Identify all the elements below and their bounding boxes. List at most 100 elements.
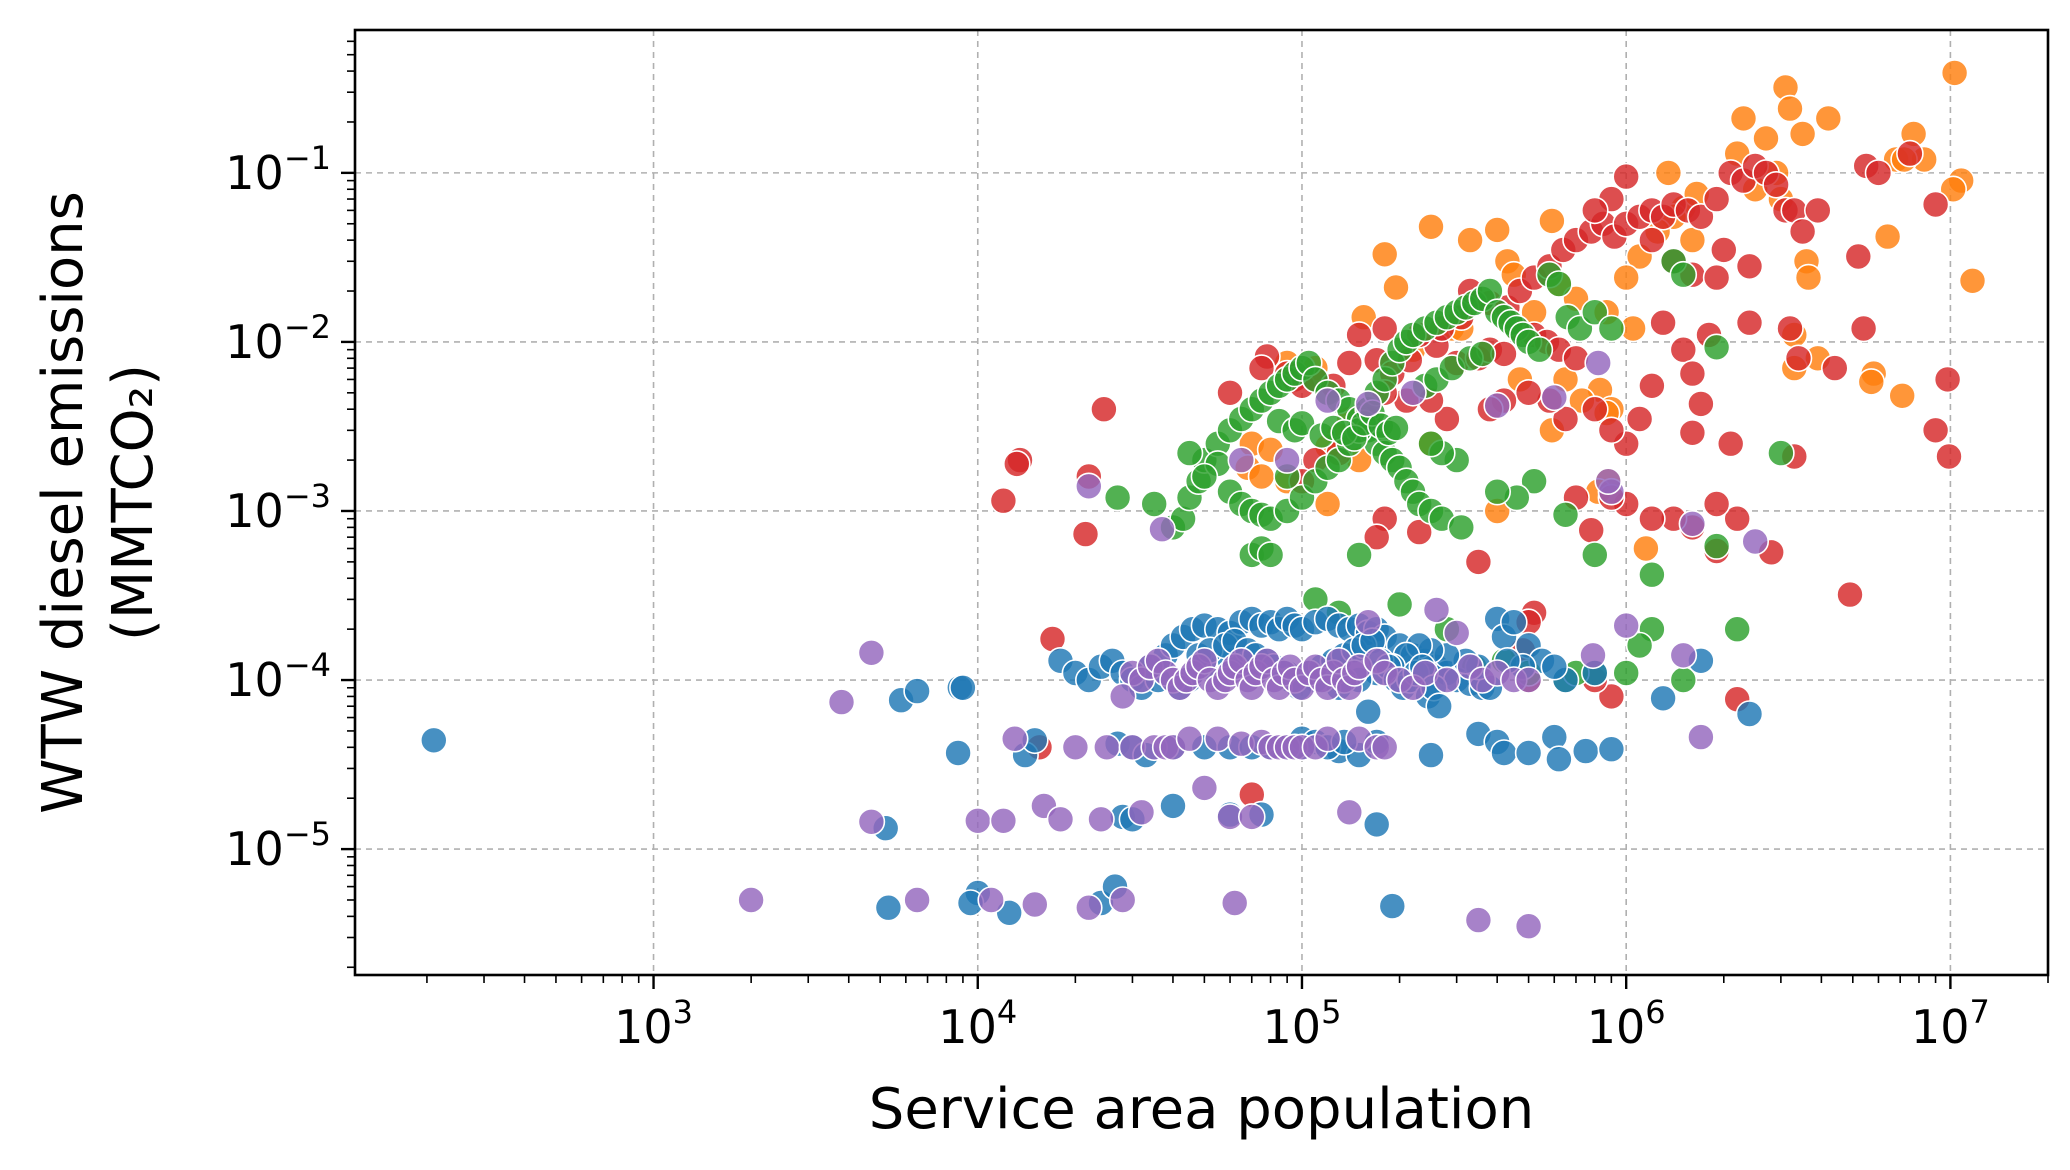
scatter-points (419, 59, 1987, 941)
data-point (1762, 171, 1790, 199)
data-point (1382, 273, 1410, 302)
data-point (1678, 359, 1707, 388)
data-point (1687, 203, 1715, 231)
data-point (1093, 733, 1121, 762)
data-point (1669, 641, 1698, 670)
data-point (903, 886, 931, 914)
data-point (1075, 472, 1103, 501)
x-tick-label: 105 (1263, 993, 1342, 1054)
data-point (1399, 378, 1427, 407)
data-point (1735, 308, 1764, 337)
data-point (1425, 692, 1453, 721)
x-axis-title: Service area population (869, 1077, 1534, 1142)
data-point (1821, 354, 1849, 382)
data-point (1238, 803, 1266, 831)
data-point (1729, 104, 1758, 133)
data-point (1939, 175, 1967, 204)
data-point (1571, 737, 1600, 765)
data-point (1625, 631, 1654, 660)
data-point (1405, 518, 1433, 546)
data-point (1562, 344, 1590, 373)
data-point (1354, 697, 1382, 726)
data-point (963, 806, 992, 835)
data-point (1804, 196, 1832, 225)
data-point (1216, 378, 1244, 407)
data-point (1175, 724, 1204, 753)
data-point (1678, 226, 1707, 254)
data-point (1577, 516, 1605, 545)
data-point (1175, 439, 1204, 467)
data-point (1345, 321, 1373, 349)
data-point (1597, 682, 1626, 711)
data-point (1127, 798, 1156, 827)
data-point (1075, 893, 1103, 922)
data-point (1464, 906, 1493, 934)
data-point (1520, 467, 1548, 496)
data-point (1597, 735, 1626, 764)
data-point (903, 677, 931, 705)
data-point (1000, 724, 1029, 753)
data-point (1584, 349, 1612, 377)
data-point (1382, 414, 1410, 442)
data-point (1723, 615, 1751, 644)
plot-frame (353, 28, 2050, 977)
data-point (1256, 541, 1285, 569)
data-point (419, 726, 448, 755)
y-tick-label: 10−4 (225, 646, 331, 707)
data-point (1525, 335, 1554, 364)
data-point (1638, 504, 1666, 533)
data-point (949, 673, 977, 702)
data-point (1190, 774, 1219, 802)
data-point (1612, 162, 1640, 191)
data-point (1723, 504, 1751, 533)
data-point (1940, 59, 1969, 87)
data-point (1456, 226, 1484, 254)
data-point (1710, 236, 1738, 264)
y-tick-label: 10−5 (225, 815, 331, 876)
y-tick-label: 10−3 (225, 477, 331, 538)
data-point (1422, 596, 1451, 624)
data-point (1514, 912, 1543, 941)
data-point (737, 886, 765, 914)
data-point (1483, 216, 1511, 244)
data-point (1649, 308, 1677, 337)
y-axis-title-line1: WTW diesel emissions (31, 191, 96, 814)
data-point (1370, 733, 1399, 762)
data-point (1417, 213, 1445, 241)
axis-ticks (341, 40, 2049, 989)
data-point (1551, 405, 1580, 433)
data-point (989, 486, 1018, 515)
data-point (1545, 270, 1573, 298)
data-point (1313, 724, 1342, 753)
data-point (1220, 889, 1249, 917)
y-axis-title: WTW diesel emissions (MMTCO₂) (31, 191, 166, 814)
data-point (1873, 222, 1902, 251)
data-point (1921, 416, 1950, 445)
data-point (1849, 314, 1878, 343)
x-tick-label: 106 (1587, 993, 1666, 1054)
data-point (1581, 395, 1609, 424)
data-point (1678, 509, 1707, 538)
data-point (1579, 641, 1607, 670)
data-point (1538, 207, 1566, 235)
data-point (1417, 741, 1445, 769)
data-point (1442, 619, 1471, 647)
data-point (874, 893, 903, 922)
data-point (1490, 739, 1518, 767)
data-point (1370, 240, 1399, 269)
data-point (977, 886, 1006, 914)
data-point (1313, 490, 1342, 518)
x-tick-label: 107 (1911, 993, 1990, 1054)
data-point (1464, 548, 1493, 576)
data-point (1433, 405, 1461, 433)
data-point (1378, 892, 1407, 920)
data-point (1370, 314, 1399, 343)
data-point (857, 807, 886, 836)
data-point (1702, 185, 1731, 213)
data-point (1594, 467, 1622, 496)
data-point (1784, 344, 1813, 373)
data-point (1514, 378, 1543, 407)
data-point (1788, 120, 1817, 148)
x-tick-label: 104 (938, 993, 1017, 1054)
data-point (1702, 532, 1731, 560)
